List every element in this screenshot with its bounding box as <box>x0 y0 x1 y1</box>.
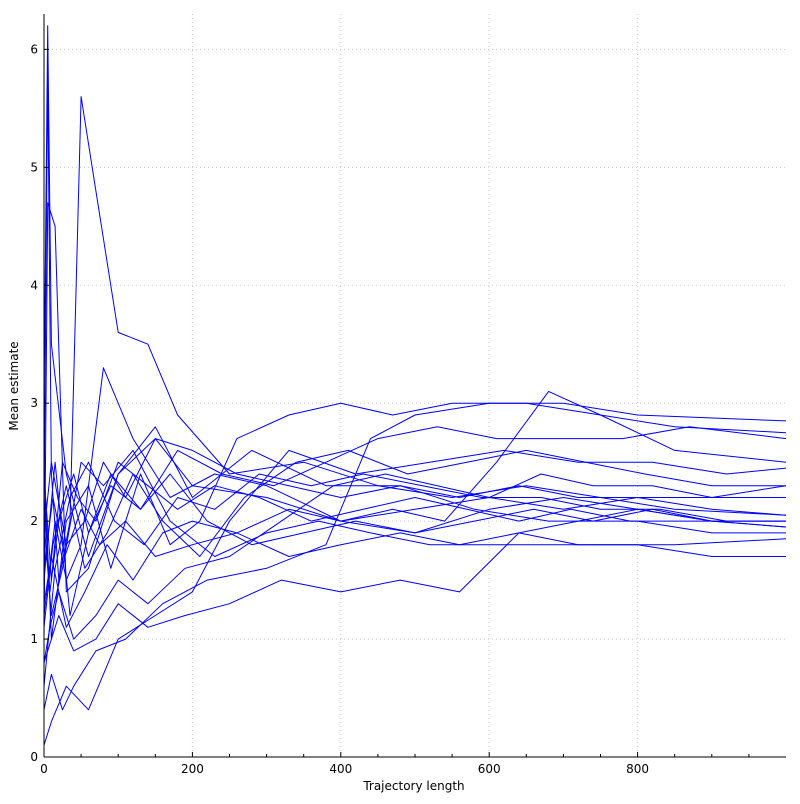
series-line <box>43 438 787 546</box>
x-tick-label: 200 <box>181 762 204 776</box>
series-line <box>43 473 787 593</box>
x-tick-label: 800 <box>626 762 649 776</box>
y-tick-label: 1 <box>30 632 38 646</box>
x-axis-title: Trajectory length <box>362 779 464 793</box>
series-line <box>43 390 787 569</box>
series-line <box>43 520 786 628</box>
y-tick-label: 3 <box>30 396 38 410</box>
series-line <box>43 461 786 581</box>
y-tick-label: 5 <box>30 160 38 174</box>
series-line <box>43 426 787 616</box>
y-tick-label: 2 <box>30 514 38 528</box>
series-line <box>43 202 786 640</box>
series-line <box>43 367 787 616</box>
y-tick-label: 0 <box>30 750 38 764</box>
grid <box>44 14 786 757</box>
series-line <box>43 449 787 616</box>
series-line <box>43 473 786 663</box>
y-tick-label: 6 <box>30 42 38 56</box>
series-line <box>43 72 787 581</box>
series-line <box>43 508 786 663</box>
x-tick-label: 400 <box>329 762 352 776</box>
series-line <box>43 25 787 557</box>
y-tick-label: 4 <box>30 278 38 292</box>
series-line <box>43 461 786 687</box>
series-line <box>43 449 787 746</box>
x-tick-label: 600 <box>478 762 501 776</box>
series-line <box>43 449 786 628</box>
y-axis-title: Mean estimate <box>7 341 21 430</box>
x-tick-label: 0 <box>40 762 48 776</box>
series-line <box>43 402 787 640</box>
series-group <box>43 25 787 746</box>
axes: 0 200 400 600 800 0 1 2 3 4 5 6 <box>30 14 786 776</box>
